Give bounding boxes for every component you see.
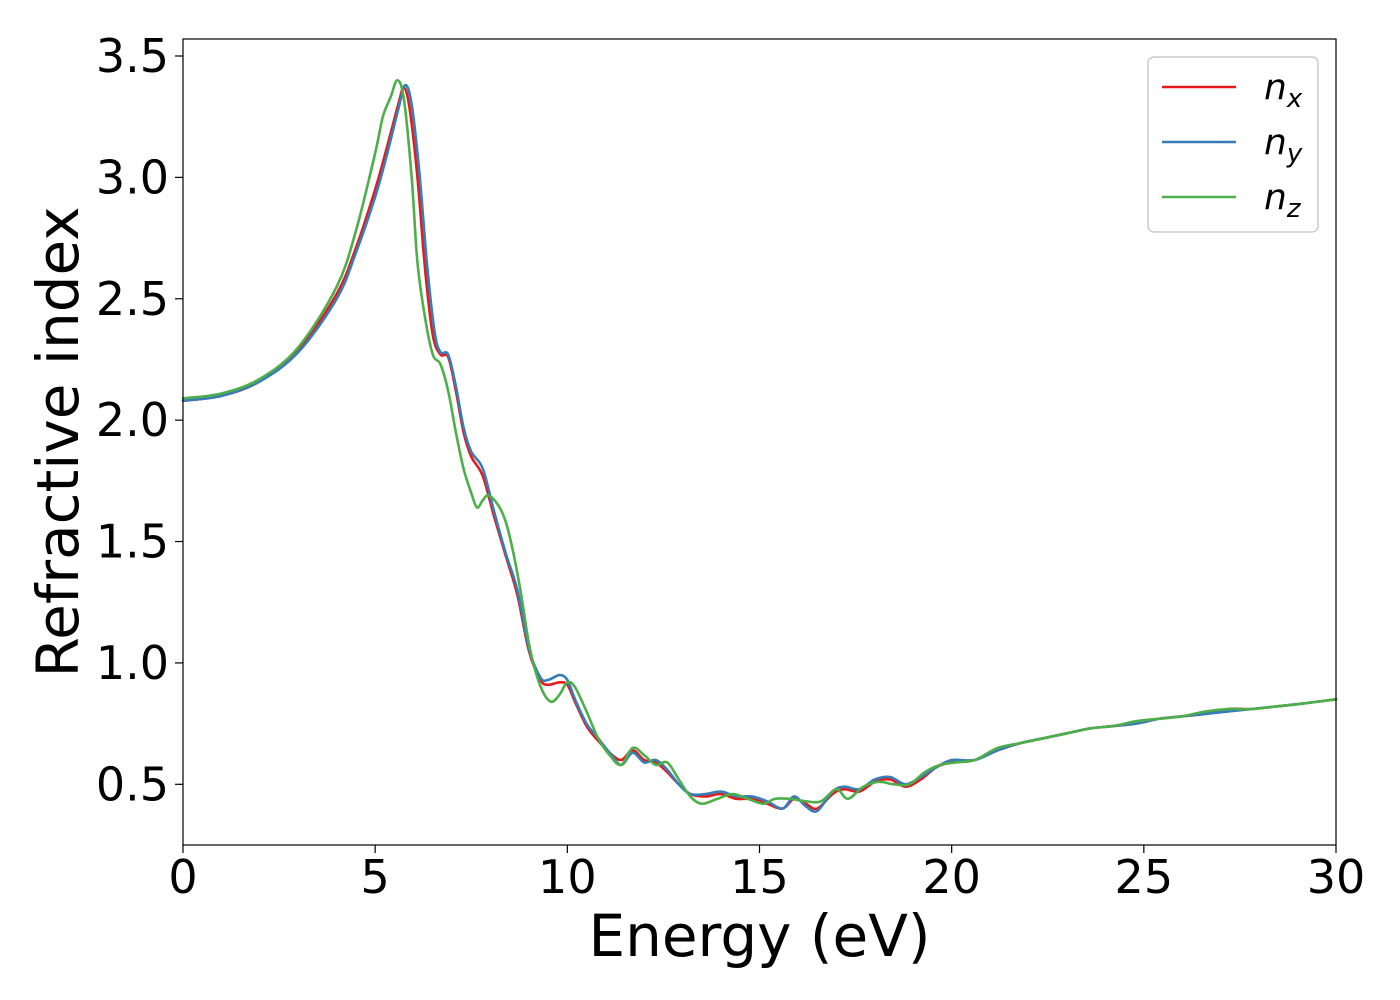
y-axis-label: Refractive index [24,206,92,677]
legend-label-z: nz [1264,177,1302,224]
x-tick-label: 25 [1115,850,1174,904]
legend-label-y: ny [1264,122,1303,169]
x-tick-label: 0 [168,850,197,904]
legend-label-x: nx [1264,67,1303,114]
y-tick-label: 2.0 [96,393,169,447]
x-tick-label: 20 [922,850,981,904]
y-tick-label: 1.5 [96,515,169,569]
y-tick-label: 2.5 [96,272,169,326]
legend: nx ny nz [1147,56,1319,233]
x-tick-label: 5 [361,850,390,904]
x-tick-label: 10 [538,850,597,904]
y-tick-label: 3.0 [96,150,169,204]
y-tick-label: 0.5 [96,757,169,811]
series-lines [181,78,1338,813]
x-axis-label: Energy (eV) [588,902,930,970]
series-line-z [181,78,1338,806]
y-tick-label: 1.0 [96,636,169,690]
axis-ticks: 0 5 10 15 20 25 30 0.5 1.0 1.5 2.0 2.5 3.0 3.5 [96,29,1365,904]
x-tick-label: 15 [730,850,789,904]
y-tick-label: 3.5 [96,29,169,83]
x-tick-label: 30 [1307,850,1366,904]
legend-box [1147,56,1319,233]
